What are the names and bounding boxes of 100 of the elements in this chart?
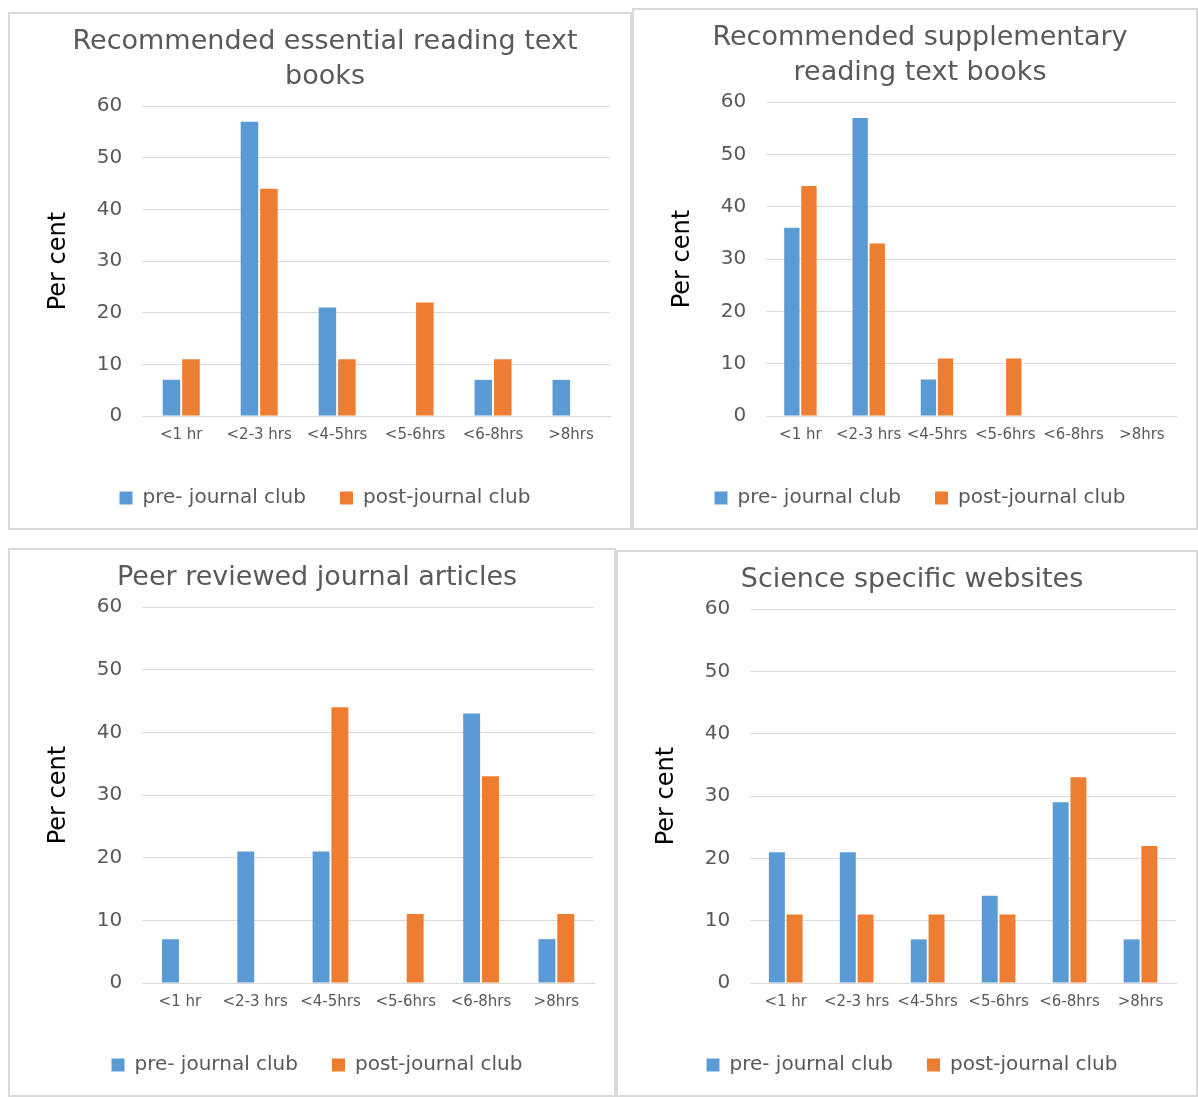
y-tick-label: 60	[704, 595, 731, 620]
y-tick-label: 40	[704, 719, 731, 744]
x-tick-label: <5-6hrs	[968, 991, 1030, 1010]
legend-label: pre- journal club	[737, 484, 901, 509]
y-tick-label: 0	[733, 402, 747, 427]
bar	[474, 379, 493, 416]
bar	[182, 359, 200, 416]
bar	[312, 851, 330, 983]
bar	[852, 117, 868, 416]
y-tick-label: 50	[720, 140, 747, 165]
x-tick-label: <2-3 hrs	[226, 424, 293, 443]
y-tick-label: 10	[96, 350, 123, 375]
bar	[786, 914, 803, 983]
y-tick-label: 0	[109, 969, 123, 994]
x-tick-label: >8hrs	[1119, 424, 1165, 443]
x-tick-label: <1 hr	[779, 424, 823, 443]
bar	[406, 914, 424, 983]
y-tick-label: 0	[717, 969, 731, 994]
bar	[162, 379, 181, 416]
x-tick-label: <4-5hrs	[306, 424, 368, 443]
bar	[999, 914, 1016, 983]
y-tick-label: 50	[704, 657, 731, 682]
bar	[768, 852, 785, 983]
legend-label: pre- journal club	[729, 1051, 893, 1076]
bar	[240, 121, 259, 416]
bar	[1123, 939, 1140, 983]
y-tick-label: 30	[96, 247, 123, 272]
x-tick-label: <6-8hrs	[450, 991, 512, 1010]
y-axis-title: Per cent	[666, 209, 695, 309]
y-tick-label: 0	[109, 402, 123, 427]
x-tick-label: <2-3 hrs	[824, 991, 890, 1010]
chart-title: Recommended essential reading text books	[72, 23, 578, 90]
bar	[920, 379, 937, 416]
y-tick-label: 20	[720, 297, 747, 322]
y-tick-label: 40	[96, 718, 123, 743]
x-tick-label: <5-6hrs	[974, 424, 1036, 443]
x-tick-label: <4-5hrs	[300, 991, 361, 1010]
bar	[1070, 777, 1087, 983]
bar	[857, 914, 874, 983]
bar	[801, 185, 817, 416]
x-tick-label: <1 hr	[159, 424, 204, 443]
x-tick-label: <6-8hrs	[1039, 991, 1101, 1010]
x-tick-label: <1 hr	[158, 991, 202, 1010]
y-tick-label: 50	[96, 655, 123, 680]
bar	[416, 302, 434, 416]
bar	[1006, 358, 1022, 416]
legend-label: pre- journal club	[134, 1051, 298, 1076]
x-tick-label: <5-6hrs	[375, 991, 437, 1010]
chart-title: Peer reviewed journal articles	[116, 559, 518, 591]
bar	[331, 707, 349, 983]
y-tick-label: 60	[720, 88, 747, 113]
y-tick-label: 40	[720, 193, 747, 217]
bar	[557, 914, 575, 983]
y-tick-label: 10	[96, 906, 123, 931]
bar	[981, 895, 998, 983]
bar	[538, 939, 556, 983]
bar	[910, 939, 927, 983]
bar	[494, 359, 512, 416]
legend-label: pre- journal club	[142, 484, 306, 509]
bar	[937, 358, 954, 416]
x-tick-label: >8hrs	[1117, 991, 1164, 1010]
y-tick-label: 40	[96, 195, 123, 220]
bar	[552, 379, 571, 416]
y-tick-label: 60	[96, 92, 123, 117]
y-tick-label: 20	[96, 843, 123, 868]
bar	[784, 227, 800, 416]
y-tick-label: 50	[96, 144, 123, 169]
chart-title: Recommended supplementary reading text books	[712, 19, 1128, 86]
y-axis-title: Per cent	[42, 745, 71, 845]
x-tick-label: >8hrs	[533, 991, 580, 1010]
legend-label: post-journal club	[949, 1051, 1118, 1076]
bar	[869, 243, 885, 416]
bar	[1052, 802, 1069, 983]
x-tick-label: <4-5hrs	[906, 424, 968, 443]
y-tick-label: 30	[704, 782, 731, 807]
y-tick-label: 20	[704, 844, 731, 869]
y-tick-label: 60	[96, 593, 123, 618]
y-axis-title: Per cent	[650, 746, 679, 846]
legend-label: post-journal club	[354, 1051, 523, 1076]
bar	[260, 188, 278, 416]
x-tick-label: <5-6hrs	[384, 424, 446, 443]
x-tick-label: >8hrs	[548, 424, 594, 443]
x-tick-label: <6-8hrs	[462, 424, 524, 443]
y-tick-label: 30	[720, 245, 747, 270]
legend-label: post-journal club	[362, 484, 531, 509]
bar	[463, 713, 481, 983]
y-tick-label: 30	[96, 781, 123, 806]
x-tick-label: <4-5hrs	[897, 991, 959, 1010]
bar	[237, 851, 255, 983]
y-tick-label: 20	[96, 298, 123, 323]
bar	[162, 939, 179, 983]
y-tick-label: 10	[720, 349, 747, 374]
x-tick-label: <6-8hrs	[1043, 424, 1105, 443]
y-tick-label: 10	[704, 906, 731, 931]
bar	[482, 776, 499, 983]
bar	[1141, 845, 1158, 983]
legend-label: post-journal club	[957, 484, 1126, 509]
chart-title: Science specific websites	[740, 561, 1084, 593]
x-tick-label: <2-3 hrs	[836, 424, 902, 443]
x-tick-label: <2-3 hrs	[222, 991, 289, 1010]
